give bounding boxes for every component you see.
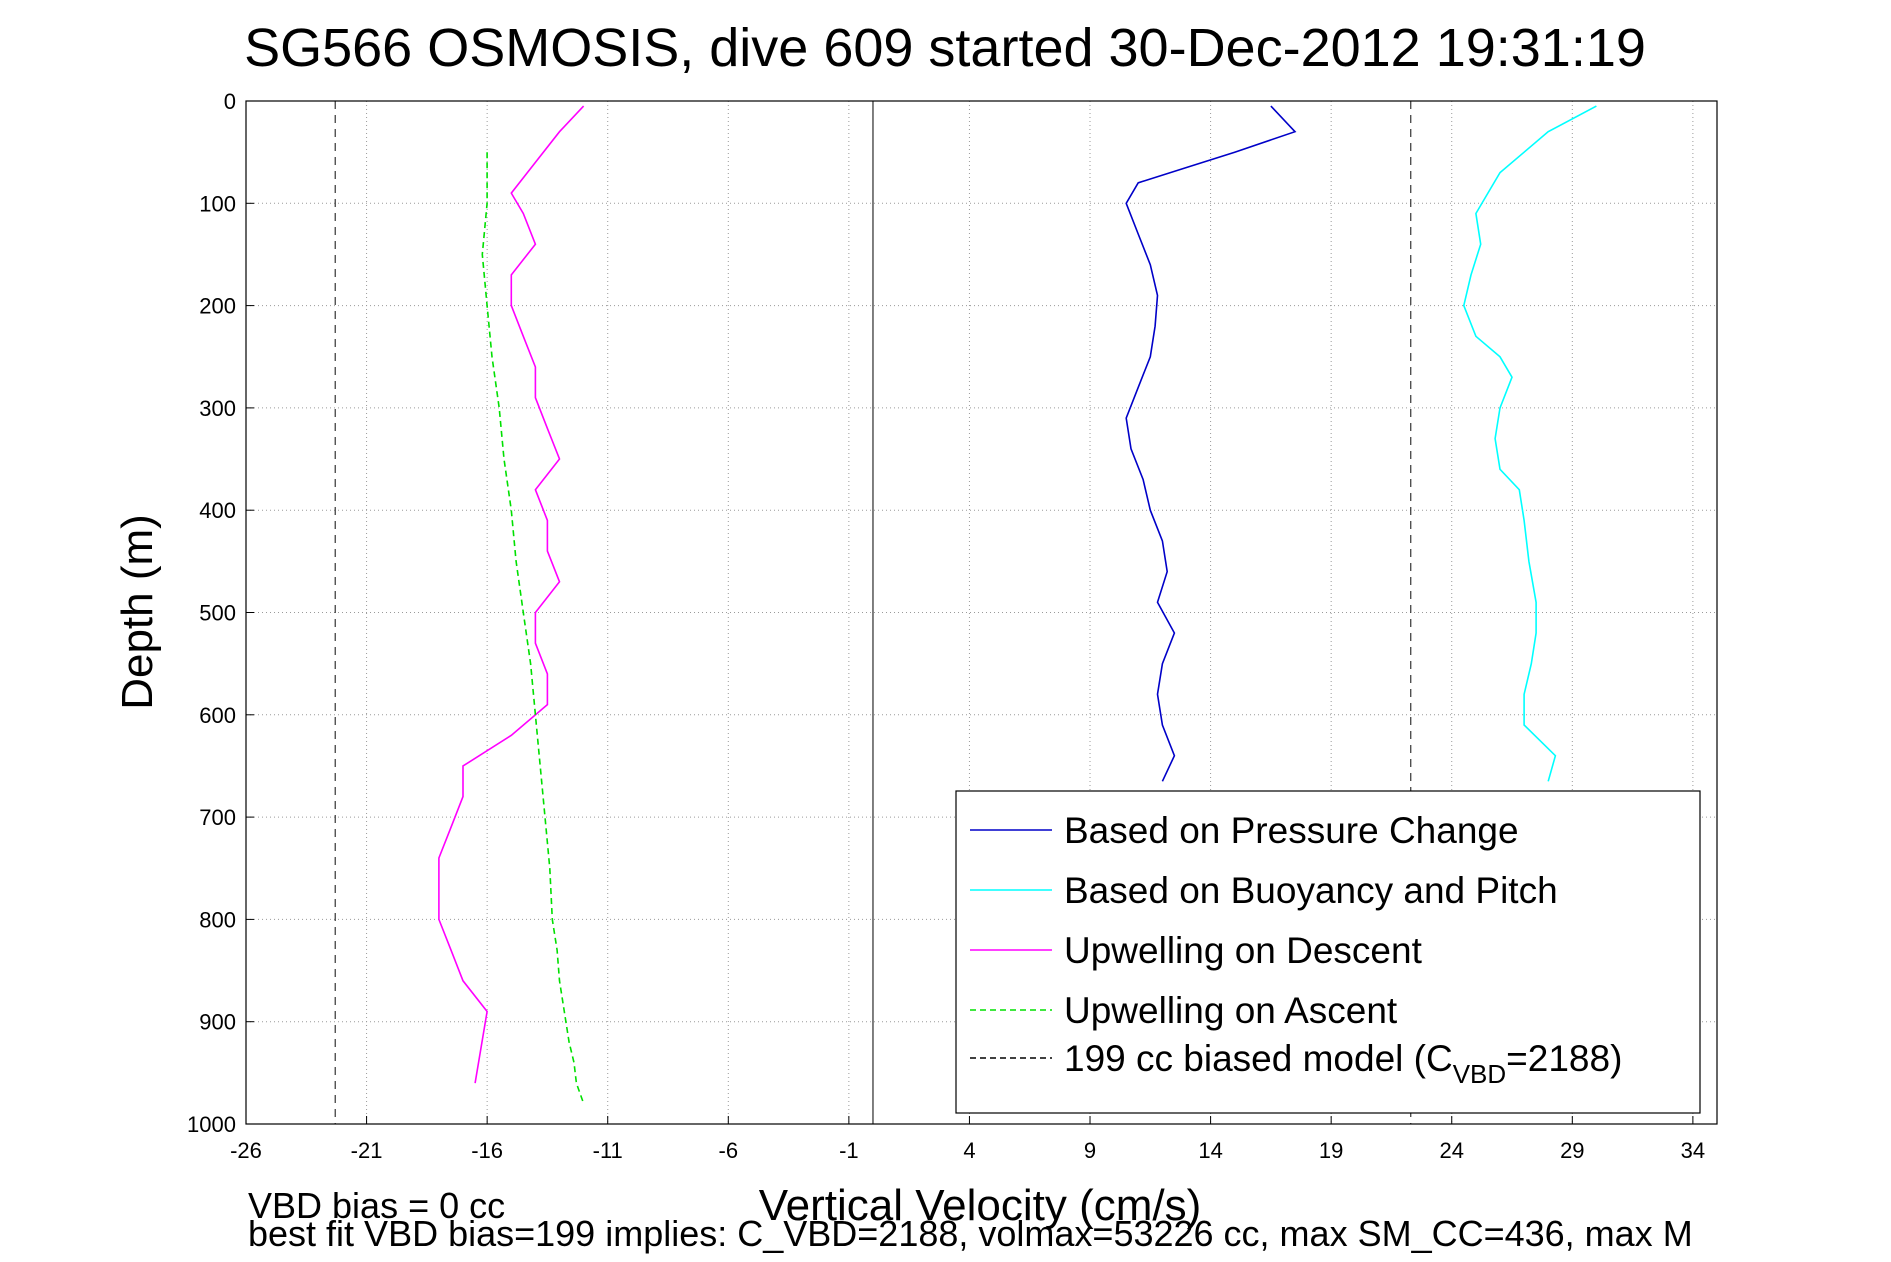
series-line-1 — [1125, 105, 1297, 782]
x-tick-label: 14 — [1198, 1138, 1222, 1163]
annotation-best-fit: best fit VBD bias=199 implies: C_VBD=218… — [248, 1213, 1693, 1254]
x-axis-label: Vertical Velocity (cm/s) — [759, 1181, 1202, 1230]
series-group — [438, 105, 1597, 1104]
y-tick-label: 800 — [199, 907, 236, 932]
reference-lines — [334, 101, 1412, 1124]
x-tick-label: 9 — [1084, 1138, 1096, 1163]
y-tick-label: 400 — [199, 498, 236, 523]
x-tick-label: 19 — [1319, 1138, 1343, 1163]
legend: Based on Pressure Change Based on Buoyanc… — [955, 790, 1701, 1114]
series-line-3 — [438, 105, 585, 1084]
legend-box — [955, 790, 1701, 1114]
x-tick-label: -1 — [839, 1138, 859, 1163]
y-tick-label: 200 — [199, 294, 236, 319]
y-tick-label: 0 — [224, 89, 236, 114]
legend-label-4: Upwelling on Ascent — [1064, 990, 1398, 1031]
y-tick-label: 1000 — [187, 1112, 236, 1137]
legend-label-1: Based on Pressure Change — [1064, 810, 1519, 851]
y-tick-label: 500 — [199, 601, 236, 626]
x-tick-label: 24 — [1439, 1138, 1463, 1163]
annotation-vbd-bias: VBD bias = 0 cc — [248, 1185, 505, 1226]
y-axis-ticks: 0 100 200 300 400 500 600 700 800 900 1000 — [187, 89, 254, 1137]
y-tick-label: 700 — [199, 805, 236, 830]
y-tick-label: 300 — [199, 396, 236, 421]
y-axis-label: Depth (m) — [113, 514, 162, 710]
y-tick-label: 100 — [199, 191, 236, 216]
x-tick-label: -21 — [351, 1138, 383, 1163]
x-tick-label: -16 — [471, 1138, 503, 1163]
series-line-4 — [481, 152, 585, 1104]
chart-title: SG566 OSMOSIS, dive 609 started 30-Dec-2… — [244, 18, 1646, 78]
y-tick-label: 600 — [199, 703, 236, 728]
x-tick-label: -6 — [719, 1138, 739, 1163]
x-tick-label: -11 — [593, 1138, 623, 1163]
y-tick-label: 900 — [199, 1010, 236, 1035]
legend-label-3: Upwelling on Descent — [1064, 930, 1423, 971]
x-axis-ticks: -26 -21 -16 -11 -6 -1 4 9 14 19 24 29 34 — [230, 1116, 1705, 1163]
x-tick-label: -26 — [230, 1138, 262, 1163]
x-tick-label: 34 — [1681, 1138, 1705, 1163]
x-tick-label: 29 — [1560, 1138, 1584, 1163]
x-tick-label: 4 — [963, 1138, 975, 1163]
series-line-2 — [1462, 105, 1597, 782]
legend-label-2: Based on Buoyancy and Pitch — [1064, 870, 1558, 911]
